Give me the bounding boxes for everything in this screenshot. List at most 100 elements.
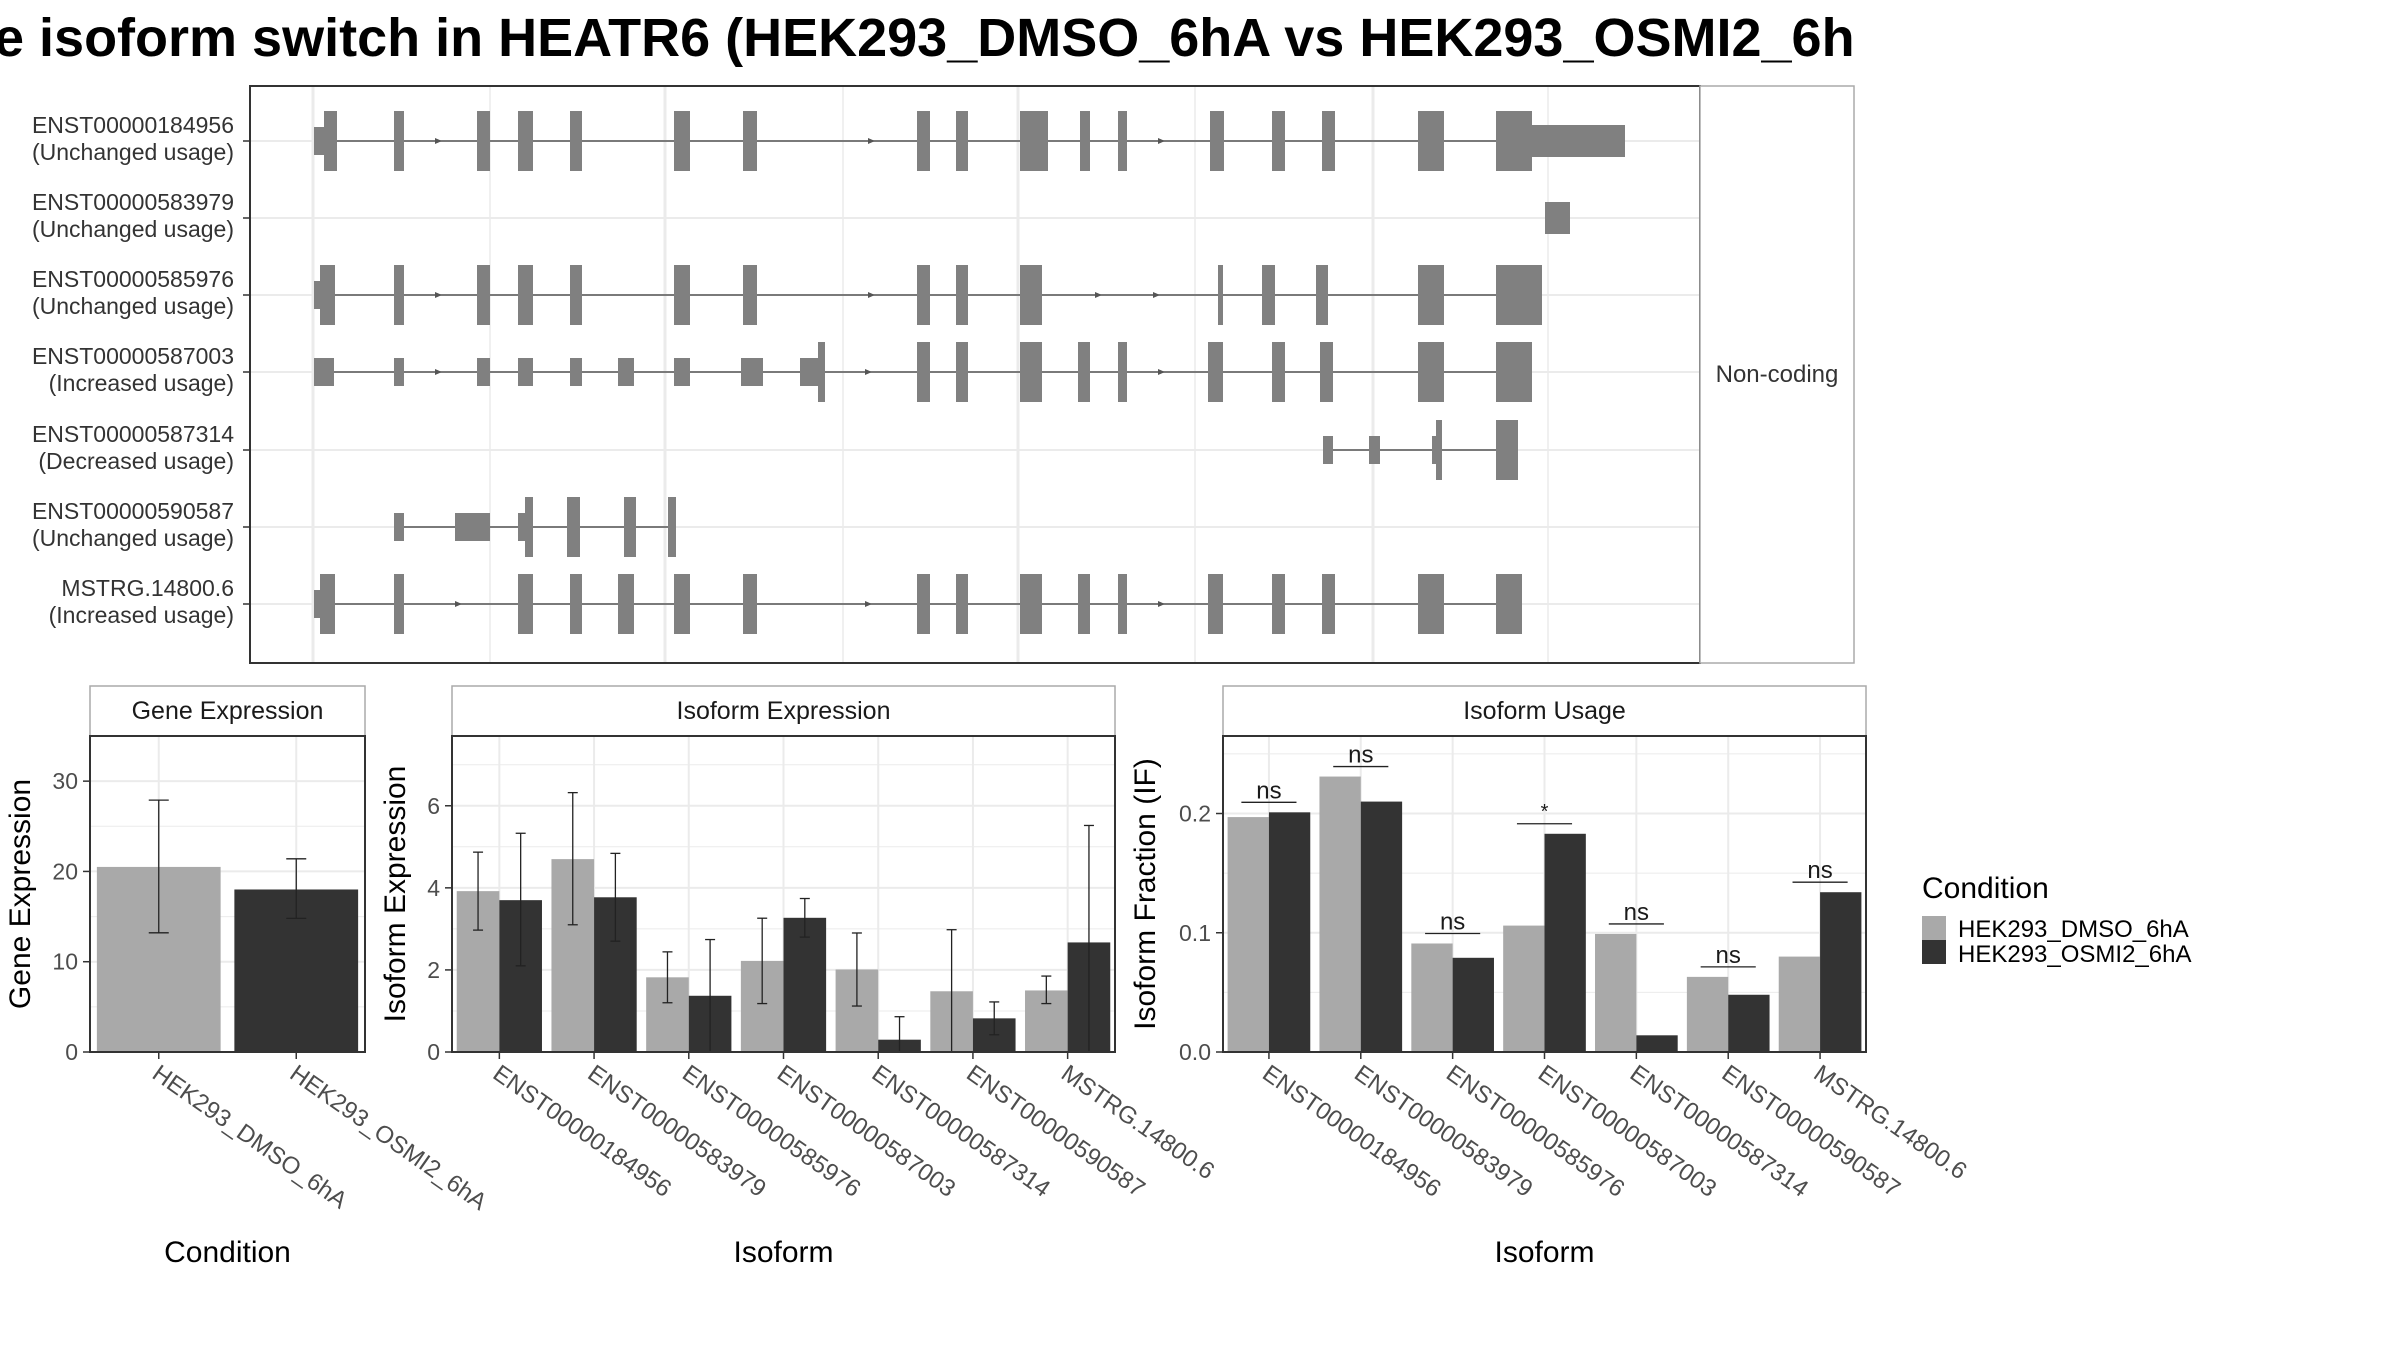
exon-block — [1078, 574, 1090, 634]
exon-block — [956, 342, 968, 402]
exon-block — [567, 497, 580, 557]
exon-block — [618, 574, 634, 634]
exon-block — [1208, 574, 1223, 634]
exon-block — [314, 127, 324, 155]
bar — [1360, 801, 1403, 1052]
exon-block — [570, 358, 582, 386]
significance-label: ns — [1624, 899, 1649, 926]
exon-block — [917, 265, 930, 325]
panel-title: Gene Expression — [132, 697, 324, 725]
exon-block — [743, 265, 757, 325]
significance-label: ns — [1348, 742, 1373, 769]
y-tick-label: 0.1 — [1179, 920, 1211, 946]
exon-block — [1322, 111, 1335, 171]
exon-block — [320, 265, 335, 325]
strand-arrow — [865, 601, 872, 607]
transcript-row: MSTRG.14800.6(Increased usage) — [49, 574, 1699, 634]
transcript-usage-label: (Increased usage) — [49, 370, 234, 396]
panel-strip — [89, 685, 366, 737]
exon-block — [1118, 574, 1127, 634]
exon-block — [1020, 111, 1048, 171]
bar — [1544, 833, 1586, 1052]
exon-block — [1118, 342, 1127, 402]
exon-block — [394, 111, 404, 171]
strand-arrow — [435, 292, 442, 298]
strand-arrow — [1158, 138, 1165, 144]
bar — [1686, 976, 1729, 1052]
transcript-row: ENST00000184956(Unchanged usage) — [32, 111, 1699, 171]
exon-block — [1118, 111, 1127, 171]
exon-block — [956, 111, 968, 171]
transcript-row: ENST00000587003(Increased usage) — [32, 342, 1699, 402]
exon-block — [477, 358, 490, 386]
strand-arrow — [868, 138, 875, 144]
exon-block — [525, 497, 533, 557]
exon-block — [477, 265, 490, 325]
y-tick-label: 6 — [427, 793, 440, 819]
exon-block — [1532, 265, 1542, 325]
transcript-id-label: ENST00000184956 — [32, 112, 234, 138]
exon-block — [674, 265, 690, 325]
exon-block — [518, 358, 533, 386]
strand-arrow — [868, 292, 875, 298]
bar — [1820, 892, 1862, 1052]
y-tick-label: 4 — [427, 875, 440, 901]
transcript-row: ENST00000590587(Unchanged usage) — [32, 497, 1699, 557]
bar — [1319, 776, 1361, 1052]
exon-block — [917, 111, 930, 171]
transcript-id-label: ENST00000587314 — [32, 421, 234, 447]
exon-block — [570, 111, 582, 171]
exon-block — [1436, 420, 1442, 480]
exon-block — [1020, 342, 1042, 402]
bar — [1227, 817, 1269, 1052]
exon-block — [1545, 202, 1570, 234]
bar — [1595, 933, 1637, 1052]
y-tick-label: 0.2 — [1179, 801, 1211, 827]
transcript-usage-label: (Unchanged usage) — [32, 139, 234, 165]
strand-arrow — [1158, 601, 1165, 607]
transcript-id-label: ENST00000585976 — [32, 266, 234, 292]
exon-block — [455, 513, 490, 541]
exon-block — [1272, 342, 1285, 402]
exon-block — [1418, 574, 1444, 634]
transcript-id-label: ENST00000590587 — [32, 498, 234, 524]
y-tick-label: 0 — [65, 1039, 78, 1065]
exon-block — [394, 358, 404, 386]
strand-arrow — [865, 369, 872, 375]
transcript-usage-label: (Increased usage) — [49, 602, 234, 628]
exon-block — [1496, 420, 1518, 480]
exon-block — [1020, 574, 1042, 634]
exon-block — [518, 574, 533, 634]
exon-block — [1020, 265, 1042, 325]
panel-strip — [451, 685, 1116, 737]
legend-label-osmi: HEK293_OSMI2_6hA — [1958, 941, 2191, 968]
panel-title: Isoform Usage — [1463, 697, 1626, 725]
exon-block — [818, 342, 825, 402]
transcript-usage-label: (Unchanged usage) — [32, 216, 234, 242]
x-tick-label: MSTRG.14800.6 — [1056, 1060, 1219, 1185]
exon-block — [1418, 265, 1444, 325]
exon-block — [624, 497, 636, 557]
structure-facet-strip — [1699, 85, 1855, 664]
transcript-usage-label: (Decreased usage) — [38, 448, 234, 474]
exon-block — [1432, 436, 1436, 464]
bar — [1452, 957, 1494, 1052]
structure-plot-area — [249, 85, 1701, 664]
gene-expression-panel: Gene Expression0102030HEK293_DMSO_6hAHEK… — [4, 685, 492, 1269]
exon-block — [1532, 125, 1625, 157]
legend-label-dmso: HEK293_DMSO_6hA — [1958, 916, 2189, 943]
exon-block — [674, 574, 690, 634]
legend-key-dmso — [1922, 916, 1946, 940]
y-tick-label: 30 — [52, 768, 78, 794]
exon-block — [570, 265, 582, 325]
exon-block — [1322, 574, 1335, 634]
transcript-row: ENST00000585976(Unchanged usage) — [32, 265, 1699, 325]
bar — [1636, 1035, 1678, 1052]
exon-block — [1418, 111, 1444, 171]
exon-block — [314, 358, 334, 386]
exon-block — [518, 111, 533, 171]
structure-facet-label: Non-coding — [1716, 361, 1839, 388]
transcript-usage-label: (Unchanged usage) — [32, 525, 234, 551]
exon-block — [618, 358, 634, 386]
legend-key-osmi — [1922, 940, 1946, 964]
